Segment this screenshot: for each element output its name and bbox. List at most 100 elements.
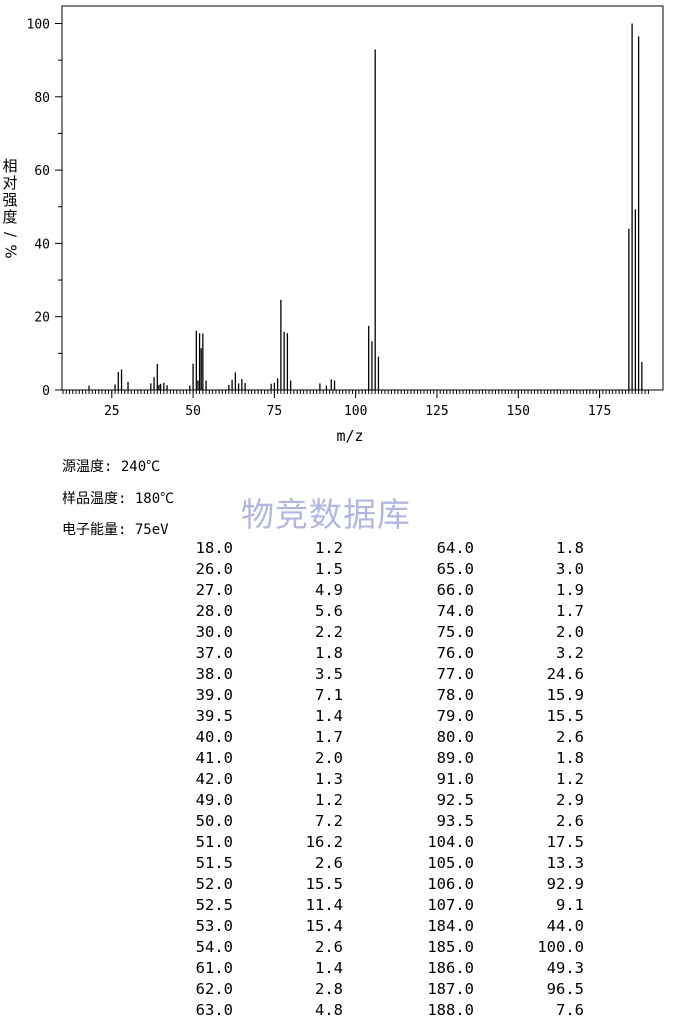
intensity-cell: 24.6 [546,665,584,683]
intensity-cell: 3.5 [315,665,343,683]
intensity-cell: 2.6 [315,938,343,956]
sample-temperature: 样品温度: 180℃ [62,491,175,507]
mz-cell: 38.0 [195,665,233,683]
mz-cell: 37.0 [195,644,233,662]
mz-cell: 79.0 [436,707,474,725]
intensity-cell: 2.2 [315,623,343,641]
mz-cell: 40.0 [195,728,233,746]
mz-cell: 63.0 [195,1001,233,1019]
intensity-cell: 7.1 [315,686,343,704]
watermark: 物竞数据库 [241,495,411,534]
intensity-cell: 2.6 [556,812,584,830]
intensity-cell: 1.4 [315,707,343,725]
table-row: 26.0 1.5 65.0 3.0 [168,559,584,580]
mz-cell: 66.0 [436,581,474,599]
mass-spectrum-chart: 25 50 75 100 125 150 175 0 20 40 60 80 100 [27,5,664,419]
intensity-cell: 11.4 [305,896,343,914]
intensity-cell: 4.8 [315,1001,343,1019]
intensity-cell: 15.4 [305,917,343,935]
mz-cell: 50.0 [195,812,233,830]
mz-cell: 39.0 [195,686,233,704]
table-row: 63.0 4.8 188.0 7.6 [168,1000,584,1021]
mz-cell: 106.0 [427,875,474,893]
table-row: 38.0 3.5 77.0 24.6 [168,664,584,685]
table-row: 39.5 1.4 79.0 15.5 [168,706,584,727]
mz-cell: 52.5 [195,896,233,914]
y-axis-label-char: 对 [2,174,18,192]
intensity-cell: 3.2 [556,644,584,662]
mz-cell: 65.0 [436,560,474,578]
intensity-cell: 44.0 [546,917,584,935]
y-axis-label-char: 强 [2,191,18,209]
x-tick-label: 125 [425,404,448,419]
mz-cell: 187.0 [427,980,474,998]
intensity-cell: 2.6 [556,728,584,746]
intensity-cell: 1.2 [315,791,343,809]
table-row: 18.0 1.2 64.0 1.8 [168,538,584,559]
mz-cell: 61.0 [195,959,233,977]
intensity-cell: 5.6 [315,602,343,620]
mz-cell: 53.0 [195,917,233,935]
y-axis-label-char: / [1,231,20,238]
intensity-cell: 16.2 [305,833,343,851]
mz-cell: 27.0 [195,581,233,599]
mz-cell: 74.0 [436,602,474,620]
table-row: 61.0 1.4 186.0 49.3 [168,958,584,979]
mz-cell: 30.0 [195,623,233,641]
intensity-cell: 2.0 [315,749,343,767]
mz-cell: 92.5 [436,791,474,809]
intensity-cell: 3.0 [556,560,584,578]
mz-cell: 39.5 [195,707,233,725]
source-temperature: 源温度: 240℃ [62,459,161,475]
mz-cell: 42.0 [195,770,233,788]
intensity-cell: 13.3 [546,854,584,872]
y-tick-label: 20 [34,311,50,326]
electron-energy: 电子能量: 75eV [62,522,169,538]
intensity-cell: 2.9 [556,791,584,809]
intensity-cell: 2.0 [556,623,584,641]
intensity-cell: 1.4 [315,959,343,977]
mz-cell: 64.0 [436,539,474,557]
table-row: 39.0 7.1 78.0 15.9 [168,685,584,706]
table-row: 52.0 15.5 106.0 92.9 [168,874,584,895]
mz-cell: 49.0 [195,791,233,809]
mz-cell: 107.0 [427,896,474,914]
x-tick-label: 175 [588,404,611,419]
x-tick-label: 50 [185,404,201,419]
intensity-cell: 1.7 [315,728,343,746]
table-row: 53.0 15.4 184.0 44.0 [168,916,584,937]
mz-cell: 185.0 [427,938,474,956]
x-axis-ticks: 25 50 75 100 125 150 175 [104,390,611,419]
table-row: 37.0 1.8 76.0 3.2 [168,643,584,664]
intensity-cell: 1.2 [556,770,584,788]
x-minor-ticks [62,390,649,394]
y-tick-label: 0 [42,384,50,399]
intensity-cell: 1.8 [556,749,584,767]
table-row: 50.0 7.2 93.5 2.6 [168,811,584,832]
intensity-cell: 1.8 [556,539,584,557]
mz-cell: 75.0 [436,623,474,641]
intensity-cell: 100.0 [537,938,584,956]
mz-cell: 104.0 [427,833,474,851]
mz-cell: 41.0 [195,749,233,767]
mz-cell: 54.0 [195,938,233,956]
x-tick-label: 25 [104,404,120,419]
mz-cell: 52.0 [195,875,233,893]
table-row: 62.0 2.8 187.0 96.5 [168,979,584,1000]
table-row: 49.0 1.2 92.5 2.9 [168,790,584,811]
intensity-cell: 1.5 [315,560,343,578]
intensity-cell: 1.2 [315,539,343,557]
mz-cell: 89.0 [436,749,474,767]
table-row: 28.0 5.6 74.0 1.7 [168,601,584,622]
y-tick-label: 100 [27,18,50,33]
intensity-cell: 96.5 [546,980,584,998]
y-axis-label-char: 相 [2,157,18,175]
table-row: 52.5 11.4 107.0 9.1 [168,895,584,916]
table-row: 54.0 2.6 185.0 100.0 [168,937,584,958]
mz-cell: 80.0 [436,728,474,746]
y-axis-ticks: 0 20 40 60 80 100 [27,18,62,399]
mz-cell: 28.0 [195,602,233,620]
table-row: 30.0 2.2 75.0 2.0 [168,622,584,643]
intensity-cell: 1.9 [556,581,584,599]
table-row: 41.0 2.0 89.0 1.8 [168,748,584,769]
